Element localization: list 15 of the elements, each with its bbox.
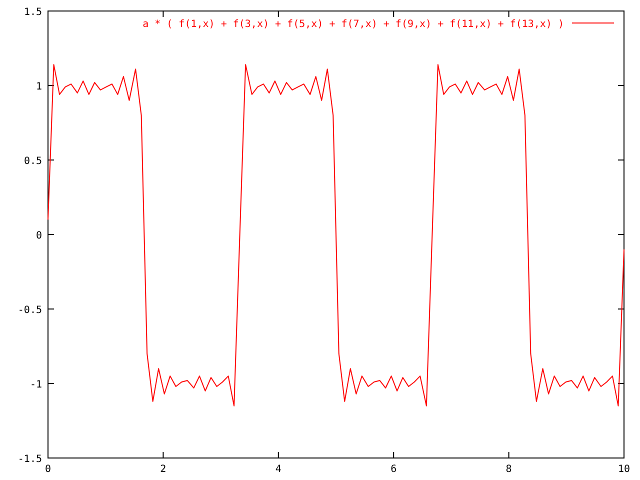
- y-tick-label: -0.5: [18, 305, 42, 316]
- line-series: [48, 64, 624, 406]
- x-tick-label: 10: [618, 464, 630, 475]
- x-tick-label: 4: [275, 464, 282, 475]
- x-tick-label: 2: [160, 464, 166, 475]
- x-tick-label: 6: [390, 464, 397, 475]
- x-tick-label: 0: [44, 464, 52, 475]
- y-tick-label: 0: [36, 230, 42, 242]
- y-tick-label: 1.5: [24, 7, 42, 18]
- legend-label: a * ( f(1,x) + f(3,x) + f(5,x) + f(7,x) + f(9,x) + f(11,x) + f(13,x) ): [142, 19, 564, 30]
- y-tick-label: -1: [30, 380, 42, 390]
- y-tick-label: 1: [36, 82, 42, 92]
- y-tick-label: -1.5: [18, 454, 42, 465]
- y-tick-label: 0.5: [24, 156, 42, 167]
- x-tick-label: 8: [506, 464, 512, 475]
